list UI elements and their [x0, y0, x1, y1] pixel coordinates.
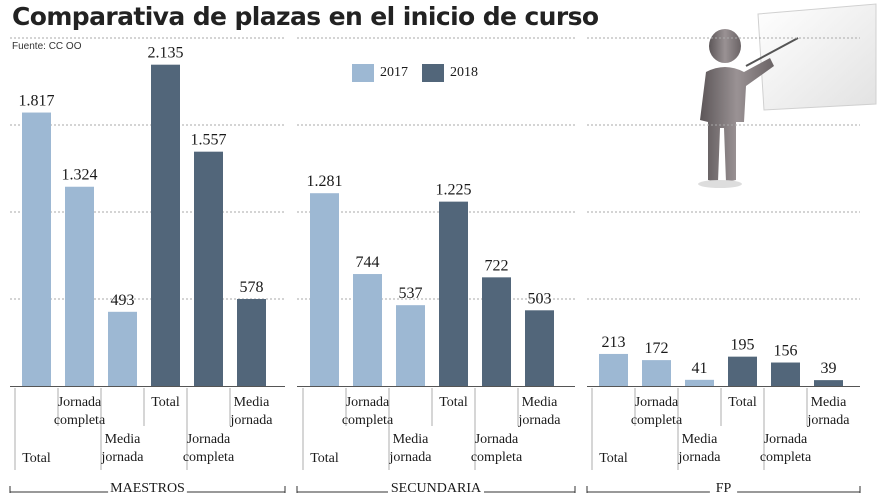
bar-fp-2017-1 [599, 353, 628, 386]
category-label: completa [760, 450, 812, 465]
category-label: Total [310, 451, 339, 466]
source-note: Fuente: CC OO [12, 41, 82, 52]
group-label: SECUNDARIA [391, 481, 482, 495]
legend: 2017 2018 [352, 64, 492, 82]
group-label: MAESTROS [110, 481, 185, 495]
legend-item-2018: 2018 [422, 64, 478, 82]
group-label: FP [716, 481, 732, 495]
data-label: 1.817 [19, 93, 55, 110]
category-label: Jornada [635, 395, 679, 410]
category-label: jornada [230, 413, 274, 428]
data-label: 1.557 [191, 132, 227, 149]
bar-maestros-2018-1 [151, 64, 180, 387]
bar-fp-2018-2 [771, 362, 800, 386]
bar-maestros-2017-3 [108, 311, 137, 386]
data-label: 503 [528, 290, 552, 307]
bar-fp-2017-2 [642, 360, 671, 386]
data-label: 493 [111, 292, 135, 309]
category-label: Total [599, 451, 628, 466]
category-label: completa [342, 413, 394, 428]
bar-maestros-2018-2 [194, 151, 223, 386]
data-label: 537 [399, 285, 423, 302]
category-label: Jornada [346, 395, 390, 410]
bar-secundaria-2018-1 [439, 201, 468, 386]
category-label: Media [105, 432, 142, 447]
category-label: Jornada [187, 432, 231, 447]
bar-secundaria-2017-2 [353, 274, 382, 386]
data-label: 1.324 [62, 167, 98, 184]
category-label: completa [54, 413, 106, 428]
legend-swatch-2018 [422, 64, 444, 82]
category-label: Total [439, 395, 468, 410]
category-label: Jornada [475, 432, 519, 447]
data-label: 39 [821, 360, 837, 377]
category-label: jornada [807, 413, 851, 428]
data-label: 172 [645, 340, 669, 357]
category-label: jornada [101, 450, 145, 465]
bar-maestros-2017-1 [22, 112, 51, 386]
category-label: jornada [389, 450, 433, 465]
bar-secundaria-2017-1 [310, 193, 339, 386]
category-label: Total [151, 395, 180, 410]
presenter-illustration-icon [698, 3, 877, 188]
bar-secundaria-2017-3 [396, 305, 425, 386]
data-label: 1.281 [307, 173, 343, 190]
group-label-bg [108, 480, 187, 494]
group-label-bg [388, 480, 484, 494]
bar-fp-2018-1 [728, 356, 757, 386]
legend-label-2017: 2017 [380, 65, 408, 80]
data-label: 156 [774, 343, 798, 360]
legend-label-2018: 2018 [450, 65, 478, 80]
data-label: 41 [692, 360, 708, 377]
legend-item-2017: 2017 [352, 64, 408, 82]
category-label: Media [234, 395, 271, 410]
category-label: Total [728, 395, 757, 410]
data-label: 195 [731, 337, 755, 354]
category-label: Total [22, 451, 51, 466]
category-label: jornada [518, 413, 562, 428]
bar-fp-2018-3 [814, 380, 843, 386]
data-label: 1.225 [436, 182, 472, 199]
data-label: 578 [240, 279, 264, 296]
bar-maestros-2018-3 [237, 299, 266, 386]
category-label: jornada [678, 450, 722, 465]
data-label: 2.135 [148, 45, 184, 62]
data-label: 722 [485, 257, 509, 274]
group-label-bg [709, 480, 738, 494]
category-label: completa [183, 450, 235, 465]
data-label: 213 [602, 334, 626, 351]
category-label: Jornada [764, 432, 808, 447]
chart-title: Comparativa de plazas en el inicio de cu… [12, 2, 599, 31]
category-label: Jornada [58, 395, 102, 410]
category-label: Media [811, 395, 848, 410]
category-label: Media [522, 395, 559, 410]
bar-secundaria-2018-3 [525, 310, 554, 386]
category-label: completa [471, 450, 523, 465]
category-label: Media [682, 432, 719, 447]
bar-maestros-2017-2 [65, 186, 94, 386]
bar-fp-2017-3 [685, 379, 714, 386]
category-label: Media [393, 432, 430, 447]
bar-secundaria-2018-2 [482, 277, 511, 386]
category-label: completa [631, 413, 683, 428]
legend-swatch-2017 [352, 64, 374, 82]
data-label: 744 [356, 254, 380, 271]
